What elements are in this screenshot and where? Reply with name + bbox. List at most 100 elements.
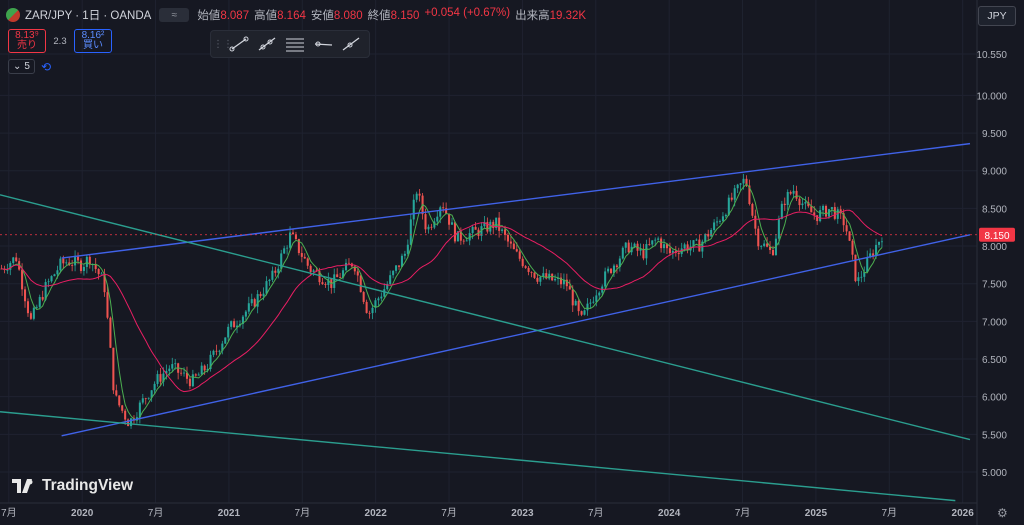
candle-body bbox=[521, 258, 524, 267]
candle-body bbox=[88, 256, 91, 265]
candle-body bbox=[695, 239, 698, 241]
candle-body bbox=[548, 273, 551, 279]
low-value: 8.080 bbox=[333, 10, 363, 22]
candle-body bbox=[153, 383, 156, 391]
candle-body bbox=[857, 277, 860, 282]
candle-body bbox=[336, 274, 339, 278]
candle-body bbox=[836, 209, 839, 219]
candle-body bbox=[32, 307, 35, 319]
candle-body bbox=[147, 397, 150, 399]
candle-body bbox=[586, 303, 589, 311]
candle-body bbox=[130, 418, 133, 427]
candle-body bbox=[250, 299, 253, 304]
candle-body bbox=[15, 257, 18, 262]
candle-body bbox=[574, 300, 577, 306]
candle-body bbox=[50, 276, 53, 282]
channel-lower-line bbox=[61, 234, 971, 437]
last-price-label: 8.150 bbox=[984, 231, 1009, 242]
candle-body bbox=[230, 321, 233, 327]
candle-body bbox=[271, 270, 274, 280]
ray-tool[interactable] bbox=[253, 32, 281, 56]
candle-body bbox=[118, 395, 121, 406]
candle-body bbox=[6, 269, 9, 271]
candle-body bbox=[783, 203, 786, 205]
candle-body bbox=[571, 289, 574, 306]
candle-body bbox=[515, 249, 518, 252]
candle-body bbox=[854, 254, 857, 282]
y-tick-label: 5.500 bbox=[982, 430, 1007, 441]
parallel-channel-tool[interactable] bbox=[281, 32, 309, 56]
candle-body bbox=[786, 191, 789, 205]
candle-body bbox=[462, 240, 465, 242]
indicators-toggle[interactable]: ⌄ 5 bbox=[8, 59, 35, 74]
candle-body bbox=[150, 390, 153, 398]
candle-body bbox=[412, 199, 415, 220]
candle-body bbox=[677, 252, 680, 255]
candle-body bbox=[654, 239, 657, 241]
candle-body bbox=[127, 419, 130, 427]
candle-body bbox=[527, 267, 530, 272]
candle-body bbox=[509, 241, 512, 244]
extended-line-tool[interactable] bbox=[337, 32, 365, 56]
candle-body bbox=[71, 265, 74, 266]
x-tick-label: 7月 bbox=[882, 507, 898, 519]
candle-body bbox=[221, 343, 224, 351]
candle-body bbox=[82, 266, 85, 272]
x-tick-label: 2026 bbox=[952, 508, 975, 519]
downtrend-line-1 bbox=[0, 194, 971, 441]
candle-body bbox=[742, 178, 745, 184]
high-value: 8.164 bbox=[277, 10, 306, 22]
candle-body bbox=[41, 297, 44, 300]
candle-body bbox=[448, 213, 451, 225]
candle-body bbox=[810, 206, 813, 213]
market-status-badge[interactable]: ≈ bbox=[159, 8, 190, 22]
symbol-title[interactable]: ZAR/JPY · 1日 · OANDA bbox=[25, 10, 152, 22]
drag-handle-icon[interactable]: ⋮⋮ bbox=[213, 38, 233, 50]
y-tick-label: 8.000 bbox=[982, 242, 1007, 253]
candle-body bbox=[427, 226, 430, 230]
candle-body bbox=[59, 258, 62, 271]
candle-body bbox=[798, 198, 801, 206]
parallel-lines-icon bbox=[286, 38, 304, 52]
candle-body bbox=[65, 262, 68, 264]
trend-line-tool[interactable] bbox=[225, 32, 253, 56]
currency-button[interactable]: JPY bbox=[978, 6, 1016, 26]
candle-body bbox=[795, 190, 798, 199]
candle-body bbox=[489, 221, 492, 232]
ma-slow-line bbox=[1, 209, 883, 393]
candle-body bbox=[648, 244, 651, 245]
horizontal-ray-tool[interactable] bbox=[309, 32, 337, 56]
y-tick-label: 7.000 bbox=[982, 317, 1007, 328]
candle-body bbox=[568, 286, 571, 290]
y-tick-label: 6.000 bbox=[982, 393, 1007, 404]
zar-jpy-flag-icon bbox=[6, 8, 20, 22]
candle-body bbox=[395, 265, 398, 271]
sync-icon[interactable]: ⟲ bbox=[40, 59, 52, 74]
candle-body bbox=[766, 243, 769, 247]
candle-body bbox=[339, 277, 342, 278]
candle-body bbox=[209, 354, 212, 370]
candle-body bbox=[651, 240, 654, 245]
candle-body bbox=[713, 222, 716, 231]
candle-body bbox=[306, 258, 309, 266]
candle-body bbox=[200, 365, 203, 375]
candle-body bbox=[392, 270, 395, 276]
high-label: 高値 bbox=[254, 10, 278, 22]
candle-body bbox=[445, 208, 448, 214]
x-tick-label: 7月 bbox=[588, 507, 604, 519]
buy-button[interactable]: 8.16² 買い bbox=[74, 29, 112, 53]
candle-body bbox=[318, 271, 321, 283]
settings-gear-icon[interactable]: ⚙ bbox=[997, 506, 1008, 520]
candle-body bbox=[789, 191, 792, 194]
candle-body bbox=[430, 226, 433, 228]
candle-body bbox=[760, 246, 763, 247]
candle-body bbox=[327, 279, 330, 286]
candle-body bbox=[639, 248, 642, 251]
y-tick-label: 9.000 bbox=[982, 167, 1007, 178]
candle-body bbox=[303, 256, 306, 259]
sell-button[interactable]: 8.13⁹ 売り bbox=[8, 29, 46, 53]
candle-body bbox=[403, 253, 406, 256]
candle-body bbox=[824, 205, 828, 217]
candle-body bbox=[227, 326, 230, 338]
